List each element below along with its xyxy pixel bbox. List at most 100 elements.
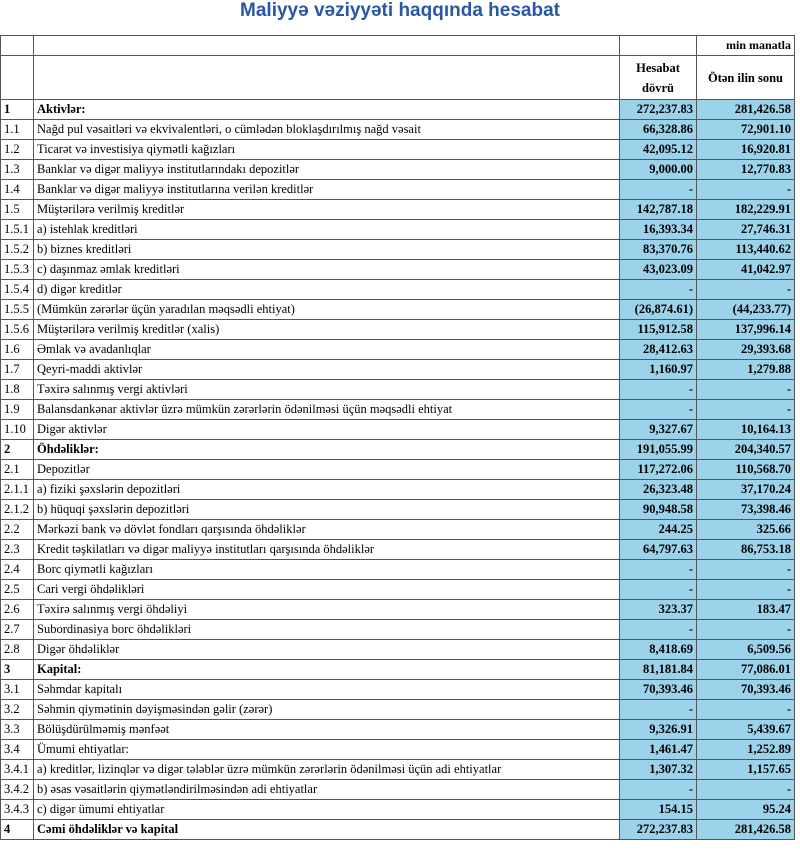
row-number: 3 [0,659,34,680]
row-label: Aktivlər: [33,99,620,120]
current-value: 9,327.67 [619,419,697,440]
previous-value: 73,398.46 [696,499,795,520]
table-row: 1.2 Ticarət və investisiya qiymətli kağız… [0,139,795,160]
row-number: 1.8 [0,379,34,400]
table-row: 3.2 Səhmin qiymətinin dəyişməsindən gəlir… [0,699,795,720]
table-row: 1.5 Müştərilərə verilmiş kreditlər 142,787… [0,199,795,220]
current-value: 26,323.48 [619,479,697,500]
previous-value: - [696,779,795,800]
row-number: 1.4 [0,179,34,200]
row-label: Digər öhdəliklər [33,639,620,660]
row-label: Kredit təşkilatları və digər maliyyə ins… [33,539,620,560]
previous-value: 27,746.31 [696,219,795,240]
table-row: 2.8 Digər öhdəliklər 8,418.69 6,509.56 [0,639,795,660]
previous-value: 325.66 [696,519,795,540]
table-row: 3 Kapital: 81,181.84 77,086.01 [0,659,795,680]
row-label: Borc qiymətli kağızları [33,559,620,580]
row-number: 1.5.4 [0,279,34,300]
row-label: Səhmin qiymətinin dəyişməsindən gəlir (z… [33,699,620,720]
previous-value: 1,252.89 [696,739,795,760]
row-number: 1.1 [0,119,34,140]
previous-value: 113,440.62 [696,239,795,260]
table-row: 3.3 Bölüşdürülməmiş mənfəət 9,326.91 5,439.… [0,719,795,740]
row-number: 1.2 [0,139,34,160]
row-number: 1.9 [0,399,34,420]
row-label: Digər aktivlər [33,419,620,440]
table-row: 2.5 Cari vergi öhdəlikləri - - [0,579,795,600]
previous-value: 182,229.91 [696,199,795,220]
row-label: Təxirə salınmış vergi aktivləri [33,379,620,400]
unit-row: min manatla [0,35,795,56]
current-value: - [619,179,697,200]
row-number: 1.6 [0,339,34,360]
row-label: a) istehlak kreditləri [33,219,620,240]
row-label: a) kreditlər, lizinqlər və digər tələblə… [33,759,620,780]
current-value: 28,412.63 [619,339,697,360]
current-value: 70,393.46 [619,679,697,700]
row-label: Ümumi ehtiyatlar: [33,739,620,760]
table-row: 3.4.1 a) kreditlər, lizinqlər və digər tə… [0,759,795,780]
previous-value: 72,901.10 [696,119,795,140]
row-label: Banklar və digər maliyyə institutlarında… [33,159,620,180]
row-number: 2.5 [0,579,34,600]
current-value: 43,023.09 [619,259,697,280]
table-row: 1.8 Təxirə salınmış vergi aktivləri - - [0,379,795,400]
current-value: 1,160.97 [619,359,697,380]
table-row: 3.1 Səhmdar kapitalı 70,393.46 70,393.46 [0,679,795,700]
table-row: 2.1 Depozitlər 117,272.06 110,568.70 [0,459,795,480]
row-number: 1.5 [0,199,34,220]
col-header: Hesabat dövrü [619,55,697,100]
row-label: Öhdəliklər: [33,439,620,460]
table-row: 2.6 Təxirə salınmış vergi öhdəliyi 323.37 1… [0,599,795,620]
row-number: 1.5.5 [0,299,34,320]
row-number: 2.2 [0,519,34,540]
previous-value: 281,426.58 [696,99,795,120]
previous-value: 110,568.70 [696,459,795,480]
row-number: 2.3 [0,539,34,560]
current-value: - [619,619,697,640]
table-row: 1.10 Digər aktivlər 9,327.67 10,164.13 [0,419,795,440]
row-label: b) hüquqi şəxslərin depozitləri [33,499,620,520]
row-number: 3.4 [0,739,34,760]
row-number: 2.1.1 [0,479,34,500]
row-label: Müştərilərə verilmiş kreditlər [33,199,620,220]
previous-value: 86,753.18 [696,539,795,560]
current-value: 64,797.63 [619,539,697,560]
current-value: 66,328.86 [619,119,697,140]
row-label: Əmlak və avadanlıqlar [33,339,620,360]
table-row: 1.5.2 b) biznes kreditləri 83,370.76 113,44… [0,239,795,260]
current-value: (26,874.61) [619,299,697,320]
row-number: 2.6 [0,599,34,620]
table-row: 1.5.6 Müştərilərə verilmiş kreditlər (xal… [0,319,795,340]
current-value: 272,237.83 [619,819,697,840]
table-row: 2.1.2 b) hüquqi şəxslərin depozitləri 90,9… [0,499,795,520]
row-number: 1.7 [0,359,34,380]
row-label: Cari vergi öhdəlikləri [33,579,620,600]
previous-value: - [696,379,795,400]
previous-value: 10,164.13 [696,419,795,440]
col-header: Ötən ilin sonu [696,55,795,100]
row-number: 1.10 [0,419,34,440]
table-row: 1 Aktivlər: 272,237.83 281,426.58 [0,99,795,120]
current-value: 1,307.32 [619,759,697,780]
row-number: 1.5.3 [0,259,34,280]
current-value: - [619,779,697,800]
row-label: b) əsas vəsaitlərin qiymətləndirilməsind… [33,779,620,800]
table-row: 4 Cəmi öhdəliklər və kapital 272,237.83 281… [0,819,795,840]
table-row: 1.7 Qeyri-maddi aktivlər 1,160.97 1,279.88 [0,359,795,380]
row-number: 1.5.2 [0,239,34,260]
table-row: 1.5.1 a) istehlak kreditləri 16,393.34 27,7… [0,219,795,240]
current-value: 272,237.83 [619,99,697,120]
current-value: 8,418.69 [619,639,697,660]
previous-value: 29,393.68 [696,339,795,360]
row-number: 2.4 [0,559,34,580]
row-label: Səhmdar kapitalı [33,679,620,700]
previous-value: - [696,619,795,640]
report-table: min manatla Hesabat dövrü Ötən ilin sonu … [0,35,795,840]
row-label: Banklar və digər maliyyə institutlarına … [33,179,620,200]
current-value: 142,787.18 [619,199,697,220]
table-row: 1.6 Əmlak və avadanlıqlar 28,412.63 29,393.… [0,339,795,360]
previous-value: 41,042.97 [696,259,795,280]
table-row: 3.4 Ümumi ehtiyatlar: 1,461.47 1,252.89 [0,739,795,760]
row-label: Müştərilərə verilmiş kreditlər (xalis) [33,319,620,340]
